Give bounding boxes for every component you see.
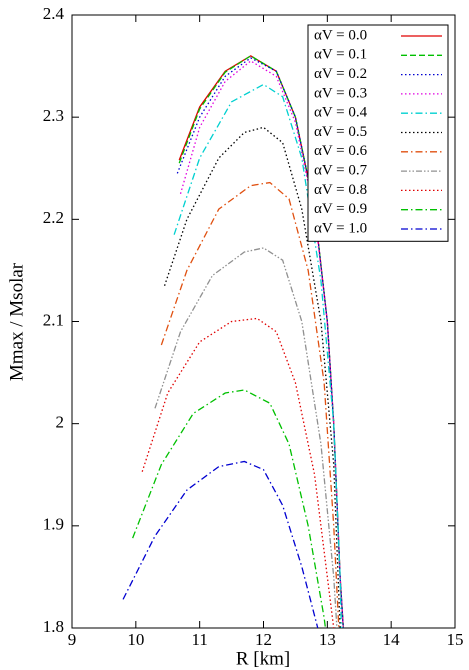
y-tick-label: 1.8 (43, 617, 64, 636)
series-line (160, 181, 340, 629)
y-tick-label: 2.1 (43, 310, 64, 329)
legend-label: αV = 0.0 (314, 27, 367, 43)
legend-label: αV = 0.6 (314, 143, 368, 159)
series-line (176, 57, 344, 629)
y-tick-label: 2.4 (43, 4, 65, 23)
y-tick-label: 2.2 (43, 208, 64, 227)
y-tick-label: 2 (56, 413, 65, 432)
series-line (163, 126, 341, 629)
y-tick-label: 1.9 (43, 515, 64, 534)
x-axis-label: R [km] (236, 648, 290, 669)
legend-label: αV = 1.0 (314, 220, 367, 236)
x-tick-label: 12 (255, 630, 272, 649)
x-tick-label: 14 (383, 630, 401, 649)
legend-box (307, 24, 449, 242)
series-line (154, 247, 338, 629)
x-tick-label: 10 (127, 630, 144, 649)
legend-label: αV = 0.3 (314, 85, 367, 101)
x-tick-label: 9 (68, 630, 77, 649)
series-line (179, 60, 344, 629)
series-line (178, 55, 344, 629)
legend-label: αV = 0.4 (314, 105, 368, 121)
x-tick-label: 15 (447, 630, 464, 649)
legend-label: αV = 0.7 (314, 163, 368, 179)
series-line (173, 83, 343, 629)
series-line (141, 317, 335, 629)
legend-label: αV = 0.2 (314, 66, 367, 82)
legend-label: αV = 0.1 (314, 47, 367, 63)
legend-label: αV = 0.9 (314, 201, 367, 217)
legend-label: αV = 0.8 (314, 182, 367, 198)
series-line (122, 460, 319, 629)
y-axis-label: Mmax / Msolar (6, 262, 27, 381)
y-tick-label: 2.3 (43, 106, 64, 125)
legend-label: αV = 0.5 (314, 124, 367, 140)
x-tick-label: 13 (319, 630, 336, 649)
series-line (132, 389, 327, 629)
x-tick-label: 11 (191, 630, 207, 649)
